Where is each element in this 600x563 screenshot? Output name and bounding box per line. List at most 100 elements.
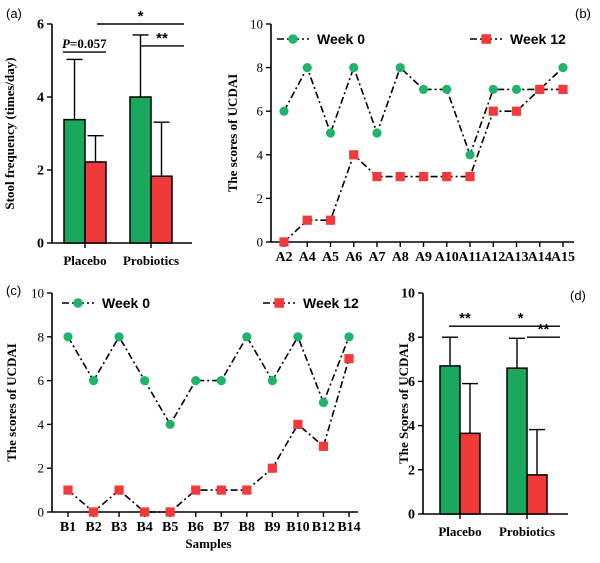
red-bar-probiotics [526,474,548,515]
sig-double-star-right-label: ** [538,321,550,338]
week12-point [535,84,545,94]
week12-point [293,419,303,429]
week12-point [165,507,175,517]
week12-point [318,441,329,451]
week12-point [267,463,277,473]
x-tick-label: A5 [322,250,339,265]
series-line-week12 [283,88,563,243]
chart-b: (b) 0 2 4 6 8 10 The scores of UCDAI A2 A4 A5 A6 A7 A… [225,6,591,265]
series-line-week12 [67,358,350,514]
b-y-tick-label: 10 [250,17,263,32]
d-y-tick-label: 6 [408,375,415,390]
d-y-tick-label: 0 [408,508,415,523]
sig-double-star-left-label: ** [459,310,471,327]
week12-point [349,150,359,160]
week12-point [465,172,475,182]
x-tick-label: Placebo [438,524,481,539]
red-bar-probiotics [150,175,173,244]
week0-point [293,332,303,342]
x-tick-label: B14 [337,520,360,535]
x-tick-label: A2 [275,250,292,265]
week0-point [165,419,175,429]
x-axis-title: Samples [185,536,231,551]
x-tick-label: A6 [345,250,362,265]
week12-point [88,507,99,517]
sig-double-star-label: ** [156,30,168,47]
week12-point [216,485,226,495]
sig-star-label: * [138,8,144,25]
legend-marker-week12 [274,298,284,308]
c-y-tick-label: 8 [38,329,45,344]
y-axis-title: The scores of UCDAI [225,74,240,193]
legend-label: Week 0 [102,295,150,311]
week12-point [344,354,354,364]
week12-point [558,84,568,94]
week12-point [511,106,522,116]
d-y-tick-label: 10 [401,287,415,302]
week0-point [318,397,329,408]
legend-label: Week 12 [510,31,566,47]
week0-point [372,128,382,138]
week0-point [216,376,226,386]
x-tick-label: B12 [312,520,335,535]
c-y-tick-label: 6 [38,373,45,388]
x-tick-label: Probiotics [123,253,179,268]
week0-point [114,332,124,342]
red-bar-placebo [459,432,481,515]
b-y-tick-label: 0 [257,235,264,250]
week0-point [88,376,99,386]
week12-point [279,237,289,247]
green-bar-probiotics [506,367,528,515]
x-tick-label: B9 [264,520,280,535]
x-tick-label: A14 [528,250,552,265]
week0-point [418,84,429,94]
x-tick-label: B10 [286,520,309,535]
x-tick-label: A7 [368,250,385,265]
b-y-tick-label: 8 [257,60,264,75]
x-tick-label: A11 [458,250,481,265]
week0-point [558,63,568,73]
series-line-week0 [67,334,350,426]
week0-point [344,332,354,342]
c-y-tick-label: 2 [38,461,45,476]
week12-point [395,172,405,182]
week0-point [267,376,277,386]
week12-point [302,215,312,225]
x-tick-label: Probiotics [499,524,555,539]
week12-point [63,485,73,495]
green-bar-placebo [63,118,86,244]
week0-point [63,332,73,342]
sig-star-top-label: * [518,310,524,327]
week0-point [140,376,150,386]
x-tick-label: A12 [481,250,505,265]
y-axis-title: The scores of UCDAI [4,343,19,462]
panel-label: (b) [575,6,591,21]
week0-point [191,376,201,386]
x-tick-label: A9 [415,250,432,265]
legend-label: Week 12 [303,295,359,311]
a-y-tick-label: 6 [37,18,44,33]
week12-point [114,485,124,495]
legend-label: Week 0 [317,31,365,47]
week0-point [242,332,252,342]
c-y-tick-label: 10 [31,286,44,301]
week12-point [325,215,336,225]
pvalue-label: P=0.057 [62,36,107,51]
week0-point [279,106,289,116]
legend-marker-week12 [481,34,491,44]
x-tick-label: B5 [162,520,178,535]
a-y-tick-label: 2 [37,164,44,179]
legend-marker-week0 [73,298,83,308]
x-tick-label: A13 [504,250,528,265]
c-y-tick-label: 0 [38,505,45,520]
green-bar-probiotics [129,96,152,244]
week0-point [488,84,498,94]
x-tick-label: B4 [136,520,152,535]
week0-point [511,84,522,94]
week0-point [442,84,452,94]
d-y-tick-label: 2 [408,463,415,478]
week12-point [242,485,252,495]
green-bar-placebo [439,365,461,515]
week12-point [191,485,201,495]
